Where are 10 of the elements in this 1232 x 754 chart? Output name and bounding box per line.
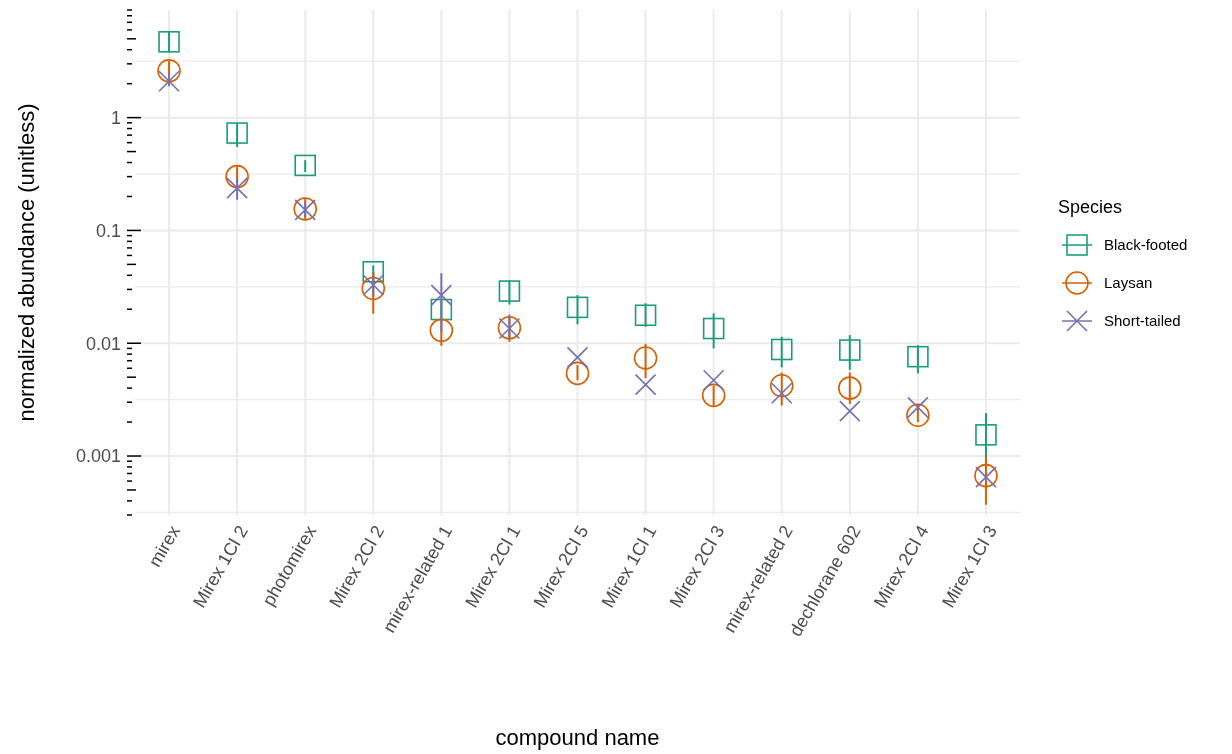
legend-label: Black-footed <box>1104 236 1188 254</box>
legend-label: Laysan <box>1104 274 1153 292</box>
legend-label: Short-tailed <box>1104 312 1181 330</box>
legend-title: Species <box>1058 197 1123 217</box>
y-tick-label: 0.001 <box>75 446 121 467</box>
y-tick-label: 1 <box>110 107 121 128</box>
y-axis-title: normalized abundance (unitless) <box>14 103 39 422</box>
y-tick-label: 0.1 <box>95 220 121 241</box>
x-axis-title: compound name <box>495 725 660 750</box>
y-tick-label: 0.01 <box>85 333 121 354</box>
